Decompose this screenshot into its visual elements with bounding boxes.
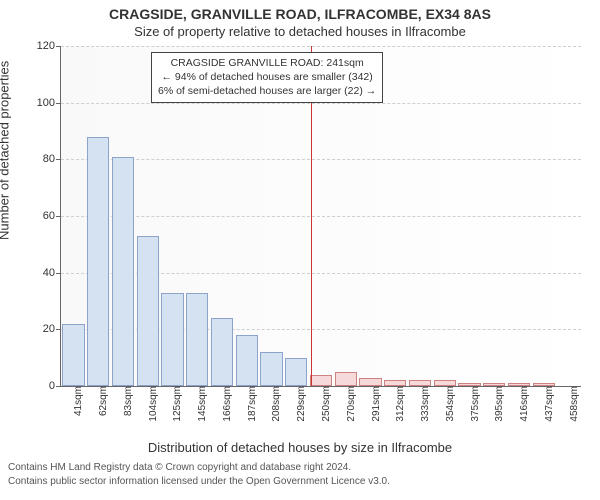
plot-area: CRAGSIDE GRANVILLE ROAD: 241sqm ← 94% of… (60, 46, 581, 387)
y-axis-label: Number of detached properties (0, 61, 12, 240)
histogram-bar (112, 157, 134, 387)
ytick-label: 60 (43, 210, 55, 222)
gridline (61, 159, 581, 160)
chart-container: CRAGSIDE, GRANVILLE ROAD, ILFRACOMBE, EX… (0, 0, 600, 500)
xtick-label: 416sqm (519, 386, 530, 422)
xtick-label: 145sqm (197, 386, 208, 422)
ytick-mark (56, 159, 61, 160)
xtick-label: 229sqm (296, 386, 307, 422)
xtick-label: 312sqm (395, 386, 406, 422)
xtick-label: 104sqm (148, 386, 159, 422)
histogram-bar (359, 378, 381, 387)
histogram-bar (260, 352, 282, 386)
histogram-bar (236, 335, 258, 386)
gridline (61, 216, 581, 217)
xtick-label: 270sqm (346, 386, 357, 422)
histogram-bar (310, 375, 332, 386)
xtick-label: 395sqm (494, 386, 505, 422)
xtick-label: 41sqm (73, 386, 84, 416)
ytick-label: 20 (43, 323, 55, 335)
annotation-line-2: ← 94% of detached houses are smaller (34… (158, 70, 376, 84)
xtick-label: 208sqm (271, 386, 282, 422)
x-axis-label: Distribution of detached houses by size … (0, 440, 600, 455)
histogram-bar (137, 236, 159, 386)
chart-subtitle: Size of property relative to detached ho… (0, 24, 600, 39)
xtick-label: 291sqm (371, 386, 382, 422)
ytick-label: 40 (43, 267, 55, 279)
xtick-label: 125sqm (172, 386, 183, 422)
xtick-label: 250sqm (321, 386, 332, 422)
annotation-box: CRAGSIDE GRANVILLE ROAD: 241sqm ← 94% of… (151, 52, 383, 103)
xtick-label: 458sqm (569, 386, 580, 422)
gridline (61, 103, 581, 104)
histogram-bar (285, 358, 307, 386)
ytick-mark (56, 329, 61, 330)
annotation-line-1: CRAGSIDE GRANVILLE ROAD: 241sqm (158, 56, 376, 70)
histogram-bar (211, 318, 233, 386)
ytick-mark (56, 46, 61, 47)
ytick-label: 100 (37, 97, 55, 109)
xtick-label: 62sqm (98, 386, 109, 416)
ytick-label: 0 (49, 380, 55, 392)
xtick-label: 166sqm (222, 386, 233, 422)
xtick-label: 354sqm (445, 386, 456, 422)
histogram-bar (335, 372, 357, 386)
xtick-label: 375sqm (470, 386, 481, 422)
xtick-label: 187sqm (247, 386, 258, 422)
footer-line-1: Contains HM Land Registry data © Crown c… (8, 462, 592, 473)
xtick-label: 83sqm (123, 386, 134, 416)
histogram-bar (186, 293, 208, 387)
xtick-label: 333sqm (420, 386, 431, 422)
histogram-bar (87, 137, 109, 386)
histogram-bar (161, 293, 183, 387)
histogram-bar (62, 324, 84, 386)
annotation-line-3: 6% of semi-detached houses are larger (2… (158, 84, 376, 98)
xtick-label: 437sqm (544, 386, 555, 422)
ytick-mark (56, 386, 61, 387)
ytick-label: 120 (37, 40, 55, 52)
ytick-mark (56, 216, 61, 217)
footer-line-2: Contains public sector information licen… (8, 476, 592, 487)
ytick-label: 80 (43, 153, 55, 165)
ytick-mark (56, 273, 61, 274)
ytick-mark (56, 103, 61, 104)
chart-title: CRAGSIDE, GRANVILLE ROAD, ILFRACOMBE, EX… (0, 6, 600, 22)
gridline (61, 46, 581, 47)
